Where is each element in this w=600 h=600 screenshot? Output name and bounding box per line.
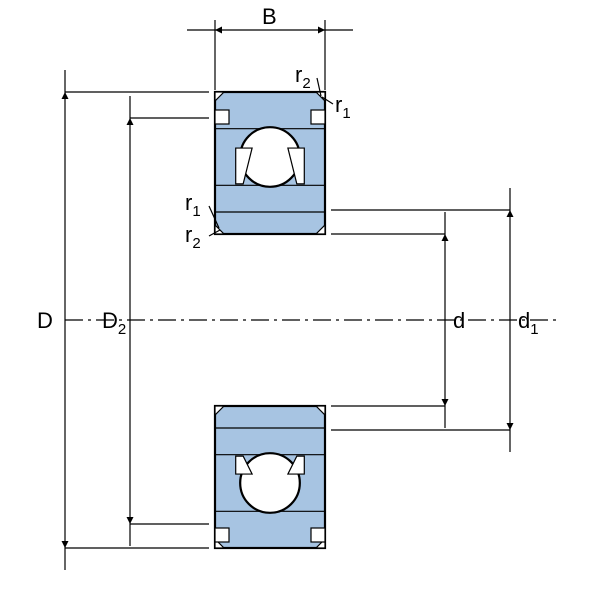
label-d1: d1 (518, 308, 539, 338)
label-D: D (37, 308, 53, 333)
label-r2-outer: r2 (295, 62, 311, 92)
label-D2: D2 (102, 308, 126, 338)
label-B: B (262, 4, 277, 29)
label-r1-outer: r1 (335, 92, 351, 122)
label-r1-inner: r1 (185, 190, 201, 220)
label-r2-inner: r2 (185, 222, 201, 252)
bearing-cross-section-diagram: BDD2dd1r2r1r1r2 (0, 0, 600, 600)
label-d: d (453, 308, 465, 333)
